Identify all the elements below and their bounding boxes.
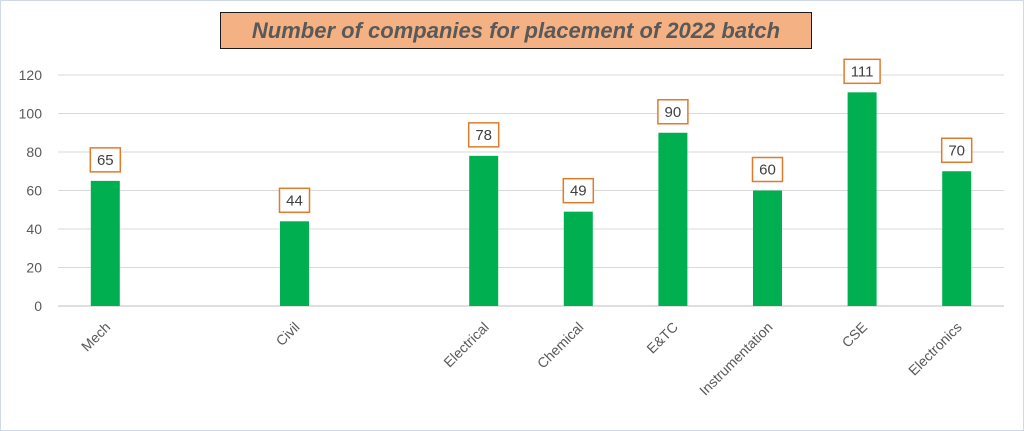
bar [90,180,120,306]
y-tick-label: 20 [26,260,42,276]
x-tick-label: Chemical [534,319,587,372]
x-tick-label: Mech [78,319,114,355]
x-tick-label: Electrical [440,319,491,370]
data-label: 49 [570,183,587,200]
data-label-box [562,177,595,204]
x-tick-label: Electronics [905,319,965,379]
chart-title-box: Number of companies for placement of 202… [220,12,812,49]
data-label-box [278,187,311,214]
bar [658,132,688,306]
data-label: 44 [286,192,303,209]
y-tick-label: 80 [26,144,42,160]
data-label-box [843,58,881,85]
data-label-box [751,156,784,183]
bar [563,211,593,306]
y-tick-label: 100 [19,106,43,122]
x-tick-label: Civil [273,319,303,349]
data-label-box [89,147,122,173]
y-tick-label: 120 [19,67,43,83]
data-label: 65 [97,152,114,169]
bar [280,221,309,306]
data-label-box [467,122,500,148]
x-tick-label: E&TC [643,319,681,357]
y-tick-label: 0 [34,298,42,314]
bar [753,190,782,306]
chart-title: Number of companies for placement of 202… [251,17,781,43]
y-tick-label: 40 [26,221,42,237]
data-label: 78 [475,127,492,144]
bar [469,155,499,306]
y-tick-label: 60 [26,183,42,199]
data-label-box [657,99,689,125]
data-label: 111 [851,63,874,80]
data-label-box [940,137,973,163]
bar [847,92,877,306]
data-label: 70 [948,142,965,159]
bar [942,171,972,306]
x-tick-label: Instrumentation [696,319,776,399]
x-tick-label: CSE [839,319,871,351]
data-label: 60 [759,162,776,179]
data-label: 90 [665,104,682,121]
